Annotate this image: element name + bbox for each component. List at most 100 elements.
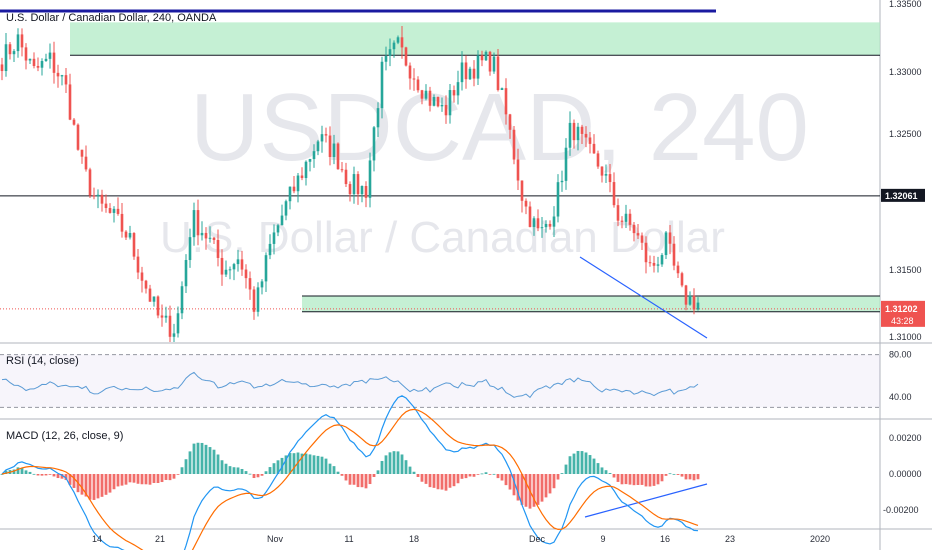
histogram-bar: [304, 453, 308, 474]
candle-body: [588, 137, 592, 144]
candle-body: [328, 135, 332, 158]
candle-body: [448, 90, 452, 116]
candle-body: [584, 133, 588, 138]
candle-body: [128, 233, 132, 238]
histogram-bar: [64, 474, 68, 481]
histogram-bar: [224, 463, 228, 474]
candle-body: [100, 194, 104, 204]
candle-body: [12, 51, 16, 55]
histogram-bar: [412, 471, 416, 474]
histogram-bar: [84, 474, 88, 497]
candle-body: [144, 280, 148, 289]
histogram-bar: [56, 474, 60, 479]
candle-body: [304, 161, 308, 179]
histogram-bar: [540, 474, 544, 502]
candle-body: [84, 156, 88, 170]
candle-body: [108, 208, 112, 213]
histogram-bar: [300, 453, 304, 474]
histogram-bar: [100, 474, 104, 497]
histogram-bar: [216, 454, 220, 474]
histogram-bar: [32, 473, 36, 475]
histogram-bar: [160, 474, 164, 483]
candle-body: [32, 58, 36, 67]
histogram-bar: [240, 468, 244, 474]
histogram-bar: [312, 455, 316, 474]
candle-body: [120, 213, 124, 232]
histogram-bar: [448, 474, 452, 488]
candle-body: [452, 90, 456, 96]
histogram-bar: [364, 474, 368, 489]
candle-body: [456, 82, 460, 96]
histogram-bar: [16, 467, 20, 474]
candle-body: [376, 108, 380, 128]
candle-body: [176, 313, 180, 334]
candle-body: [348, 184, 352, 195]
candle-body: [332, 143, 336, 158]
histogram-bar: [596, 463, 600, 474]
candle-body: [400, 37, 404, 48]
candle-body: [340, 169, 344, 171]
histogram-bar: [368, 474, 372, 485]
candle-body: [248, 278, 252, 290]
histogram-bar: [276, 460, 280, 474]
rsi-tick: 40.00: [889, 392, 912, 402]
candle-body: [480, 55, 484, 61]
candle-body: [504, 88, 508, 115]
time-tick: 9: [600, 534, 605, 544]
histogram-bar: [384, 455, 388, 474]
histogram-bar: [132, 474, 136, 483]
histogram-bar: [104, 474, 108, 495]
histogram-bar: [452, 474, 456, 487]
candle-body: [380, 61, 384, 109]
candle-body: [536, 218, 540, 229]
histogram-bar: [600, 467, 604, 474]
candle-body: [288, 186, 292, 202]
histogram-bar: [624, 474, 628, 485]
histogram-bar: [468, 474, 472, 477]
candle-body: [392, 42, 396, 50]
histogram-bar: [140, 474, 144, 485]
histogram-bar: [172, 474, 176, 479]
time-tick: 21: [155, 534, 165, 544]
candles: [0, 26, 700, 342]
histogram-bar: [320, 456, 324, 474]
histogram-bar: [36, 474, 40, 476]
histogram-bar: [564, 464, 568, 474]
histogram-bar: [396, 451, 400, 474]
histogram-bar: [116, 474, 120, 487]
candle-body: [164, 315, 168, 318]
candle-body: [228, 269, 232, 271]
candle-body: [296, 175, 300, 192]
histogram-bar: [664, 474, 668, 476]
histogram-bar: [164, 474, 168, 480]
candle-body: [684, 285, 688, 305]
candle-body: [216, 239, 220, 258]
countdown-text: 43:28: [891, 316, 914, 326]
histogram-bar: [72, 474, 76, 488]
histogram-bar: [12, 469, 16, 474]
histogram-bar: [408, 466, 412, 474]
histogram-bar: [120, 474, 124, 486]
histogram-bar: [92, 474, 96, 500]
histogram-bar: [652, 474, 656, 486]
candle-body: [96, 194, 100, 197]
histogram-bar: [536, 474, 540, 505]
histogram-bar: [680, 474, 684, 477]
histogram-bar: [404, 460, 408, 474]
candle-body: [124, 231, 128, 238]
macd-tick: 0.00200: [889, 433, 922, 443]
candle-body: [496, 56, 500, 91]
candle-body: [24, 47, 28, 61]
histogram-bar: [568, 456, 572, 474]
candle-body: [484, 51, 488, 61]
histogram-bar: [80, 474, 84, 495]
candle-body: [72, 119, 76, 125]
candle-body: [616, 205, 620, 221]
candle-body: [364, 186, 368, 198]
candle-body: [80, 149, 84, 157]
candle-body: [136, 256, 140, 273]
candle-body: [152, 296, 156, 302]
chart-title: U.S. Dollar / Canadian Dollar, 240, OAND…: [6, 12, 217, 24]
histogram-bar: [352, 474, 356, 485]
